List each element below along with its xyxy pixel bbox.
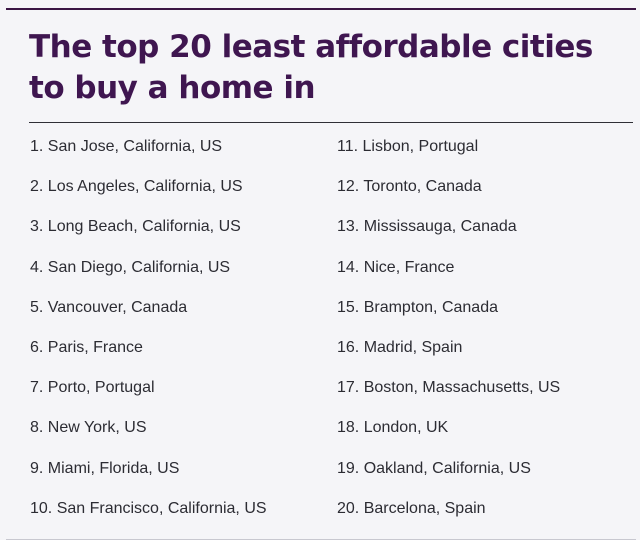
list-item: 9. Miami, Florida, US: [30, 459, 180, 477]
list-item: 13. Mississauga, Canada: [337, 218, 517, 236]
list-item: 19. Oakland, California, US: [337, 459, 531, 477]
list-item: 8. New York, US: [30, 419, 147, 437]
title-divider: [29, 122, 633, 123]
page-title: The top 20 least affordable cities to bu…: [29, 29, 593, 106]
list-item: 6. Paris, France: [30, 338, 143, 356]
list-item: 11. Lisbon, Portugal: [337, 138, 479, 155]
list-item: 2. Los Angeles, California, US: [30, 178, 243, 196]
city-list-right: 11. Lisbon, Portugal 12. Toronto, Canada…: [337, 137, 560, 539]
city-list-left: 1. San Jose, California, US 2. Los Angel…: [30, 137, 267, 539]
list-item: 18. London, UK: [337, 419, 449, 437]
top-divider: [6, 8, 636, 10]
list-item: 4. San Diego, California, US: [30, 258, 231, 276]
list-item: 10. San Francisco, California, US: [30, 499, 267, 517]
list-item: 5. Vancouver, Canada: [30, 298, 188, 316]
list-item: 3. Long Beach, California, US: [30, 218, 241, 236]
list-item: 7. Porto, Portugal: [30, 379, 155, 397]
list-item: 16. Madrid, Spain: [337, 338, 463, 356]
list-item: 20. Barcelona, Spain: [337, 499, 486, 517]
list-item: 1. San Jose, California, US: [30, 138, 223, 155]
list-item: 15. Brampton, Canada: [337, 298, 498, 316]
list-item: 14. Nice, France: [337, 258, 455, 276]
list-item: 12. Toronto, Canada: [337, 178, 482, 196]
list-item: 17. Boston, Massachusetts, US: [337, 379, 561, 397]
